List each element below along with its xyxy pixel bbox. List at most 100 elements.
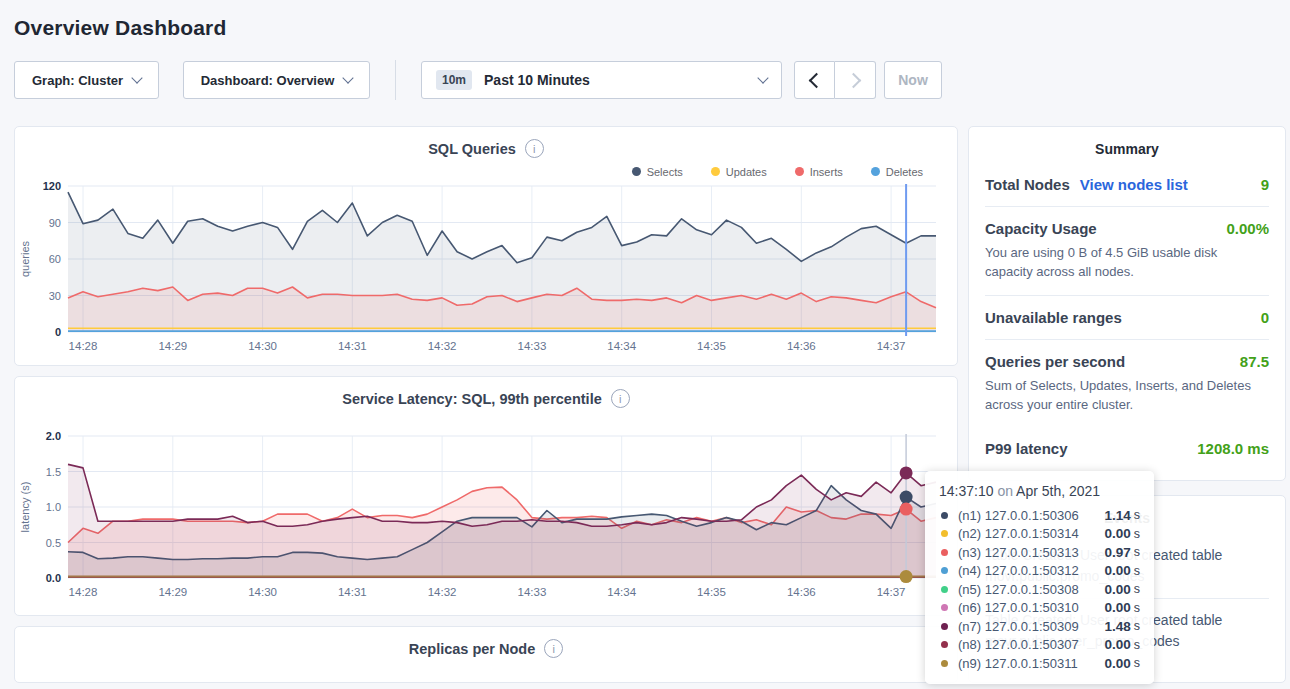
time-back-button[interactable] bbox=[794, 61, 835, 99]
svg-text:60: 60 bbox=[49, 253, 61, 265]
svg-text:0.5: 0.5 bbox=[46, 537, 61, 549]
tooltip-node-value: 0.00 bbox=[1104, 563, 1130, 578]
svg-text:14:30: 14:30 bbox=[248, 586, 277, 598]
tooltip-node-address: (n7) 127.0.0.1:50309 bbox=[958, 619, 1104, 634]
now-button[interactable]: Now bbox=[884, 61, 942, 99]
legend-item-updates[interactable]: Updates bbox=[711, 166, 767, 178]
toolbar: Graph: Cluster Dashboard: Overview 10m P… bbox=[14, 60, 1290, 100]
tooltip-value-unit: s bbox=[1134, 508, 1140, 522]
legend-dot bbox=[711, 167, 720, 176]
tooltip-node-address: (n2) 127.0.0.1:50314 bbox=[958, 526, 1104, 541]
tooltip-row: (n8) 127.0.0.1:503070.00s bbox=[939, 636, 1140, 655]
svg-text:14:33: 14:33 bbox=[518, 340, 547, 352]
svg-text:14:28: 14:28 bbox=[69, 340, 98, 352]
summary-value: 9 bbox=[1261, 176, 1269, 193]
replicas-per-node-chart-card: Replicas per Node i bbox=[14, 626, 958, 683]
chevron-right-icon bbox=[846, 72, 862, 88]
svg-text:14:33: 14:33 bbox=[518, 586, 547, 598]
service-latency-chart-card: Service Latency: SQL, 99th percentile i … bbox=[14, 376, 958, 616]
svg-text:14:36: 14:36 bbox=[787, 586, 816, 598]
summary-label: Total Nodes bbox=[985, 176, 1070, 193]
summary-value: 1208.0 ms bbox=[1197, 440, 1269, 457]
tooltip-node-value: 1.48 bbox=[1104, 619, 1130, 634]
svg-text:90: 90 bbox=[49, 217, 61, 229]
time-range-label: Past 10 Minutes bbox=[484, 72, 590, 88]
legend-item-deletes[interactable]: Deletes bbox=[871, 166, 923, 178]
svg-text:14:35: 14:35 bbox=[697, 586, 726, 598]
chart-title-row: SQL Queries i bbox=[17, 139, 955, 158]
tooltip-row: (n9) 127.0.0.1:503110.00s bbox=[939, 654, 1140, 673]
svg-text:14:29: 14:29 bbox=[158, 340, 187, 352]
time-step-buttons bbox=[794, 61, 876, 99]
svg-text:0.0: 0.0 bbox=[46, 572, 61, 584]
dashboard-dropdown-label: Dashboard: Overview bbox=[201, 73, 335, 88]
summary-label: Capacity Usage bbox=[985, 220, 1097, 237]
chart-title-row: Replicas per Node i bbox=[17, 639, 955, 658]
legend-label: Inserts bbox=[810, 166, 843, 178]
node-color-dot bbox=[941, 549, 948, 556]
chevron-down-icon bbox=[343, 72, 354, 83]
summary-value: 0.00% bbox=[1226, 220, 1269, 237]
summary-description: You are using 0 B of 4.5 GiB usable disk… bbox=[985, 244, 1263, 282]
tooltip-row: (n2) 127.0.0.1:503140.00 s bbox=[939, 525, 1140, 544]
summary-value: 0 bbox=[1261, 309, 1269, 326]
chevron-down-icon bbox=[131, 72, 142, 83]
legend-item-selects[interactable]: Selects bbox=[632, 166, 683, 178]
tooltip-node-address: (n4) 127.0.0.1:50312 bbox=[958, 563, 1104, 578]
tooltip-value-unit: s bbox=[1134, 656, 1140, 670]
svg-text:14:32: 14:32 bbox=[428, 340, 457, 352]
chart-legend: Selects Updates Inserts Deletes bbox=[17, 158, 955, 180]
tooltip-value-unit: s bbox=[1134, 545, 1140, 559]
tooltip-value-unit: s bbox=[1134, 564, 1140, 578]
svg-text:120: 120 bbox=[43, 180, 61, 192]
svg-text:2.0: 2.0 bbox=[46, 430, 61, 442]
legend-item-inserts[interactable]: Inserts bbox=[795, 166, 843, 178]
tooltip-node-value: 0.00 bbox=[1104, 526, 1130, 541]
chevron-left-icon bbox=[808, 72, 824, 88]
tooltip-value-unit: s bbox=[1134, 619, 1140, 633]
summary-row-unavailable-ranges: Unavailable ranges 0 bbox=[985, 296, 1269, 340]
time-range-selector[interactable]: 10m Past 10 Minutes bbox=[421, 61, 782, 99]
svg-text:14:34: 14:34 bbox=[607, 340, 636, 352]
tooltip-row: (n5) 127.0.0.1:503080.00s bbox=[939, 580, 1140, 599]
svg-text:latency (s): latency (s) bbox=[19, 482, 31, 533]
svg-text:queries: queries bbox=[19, 240, 31, 277]
tooltip-node-value: 0.97 bbox=[1104, 545, 1130, 560]
chart-title: SQL Queries bbox=[428, 141, 516, 157]
legend-dot bbox=[795, 167, 804, 176]
dashboard-dropdown[interactable]: Dashboard: Overview bbox=[183, 61, 370, 99]
tooltip-node-address: (n3) 127.0.0.1:50313 bbox=[958, 545, 1104, 560]
tooltip-value-unit: s bbox=[1134, 582, 1140, 596]
summary-row-queries-per-second: Queries per second 87.5 Sum of Selects, … bbox=[985, 340, 1269, 428]
tooltip-value-unit: s bbox=[1134, 638, 1140, 652]
svg-text:1.5: 1.5 bbox=[46, 466, 61, 478]
chart-hover-tooltip: 14:37:10 on Apr 5th, 2021 (n1) 127.0.0.1… bbox=[925, 471, 1154, 684]
summary-label: Queries per second bbox=[985, 353, 1125, 370]
info-icon[interactable]: i bbox=[611, 389, 630, 408]
svg-text:14:31: 14:31 bbox=[338, 586, 367, 598]
graph-dropdown-label: Graph: Cluster bbox=[32, 73, 123, 88]
info-icon[interactable]: i bbox=[544, 639, 563, 658]
service-latency-chart[interactable]: 14:2814:2914:3014:3114:3214:3314:3414:35… bbox=[18, 430, 954, 606]
toolbar-divider bbox=[395, 60, 396, 100]
node-color-dot bbox=[941, 660, 948, 667]
tooltip-value-unit: s bbox=[1134, 527, 1140, 541]
tooltip-row: (n6) 127.0.0.1:503100.00s bbox=[939, 599, 1140, 618]
time-range-badge: 10m bbox=[436, 70, 472, 90]
page-title: Overview Dashboard bbox=[14, 16, 1290, 40]
time-forward-button[interactable] bbox=[835, 61, 876, 99]
view-nodes-list-link[interactable]: View nodes list bbox=[1080, 176, 1188, 193]
tooltip-timestamp: 14:37:10 on Apr 5th, 2021 bbox=[939, 483, 1140, 499]
graph-dropdown[interactable]: Graph: Cluster bbox=[14, 61, 159, 99]
summary-title: Summary bbox=[985, 141, 1269, 157]
tooltip-node-value: 0.00 bbox=[1104, 656, 1130, 671]
svg-text:0: 0 bbox=[55, 326, 61, 338]
svg-text:14:31: 14:31 bbox=[338, 340, 367, 352]
summary-description: Sum of Selects, Updates, Inserts, and De… bbox=[985, 377, 1263, 415]
sql-queries-chart[interactable]: 14:2814:2914:3014:3114:3214:3314:3414:35… bbox=[18, 180, 954, 360]
info-icon[interactable]: i bbox=[525, 139, 544, 158]
svg-text:14:34: 14:34 bbox=[607, 586, 636, 598]
tooltip-node-address: (n5) 127.0.0.1:50308 bbox=[958, 582, 1104, 597]
summary-value: 87.5 bbox=[1240, 353, 1269, 370]
tooltip-row: (n1) 127.0.0.1:503061.14s bbox=[939, 506, 1140, 525]
